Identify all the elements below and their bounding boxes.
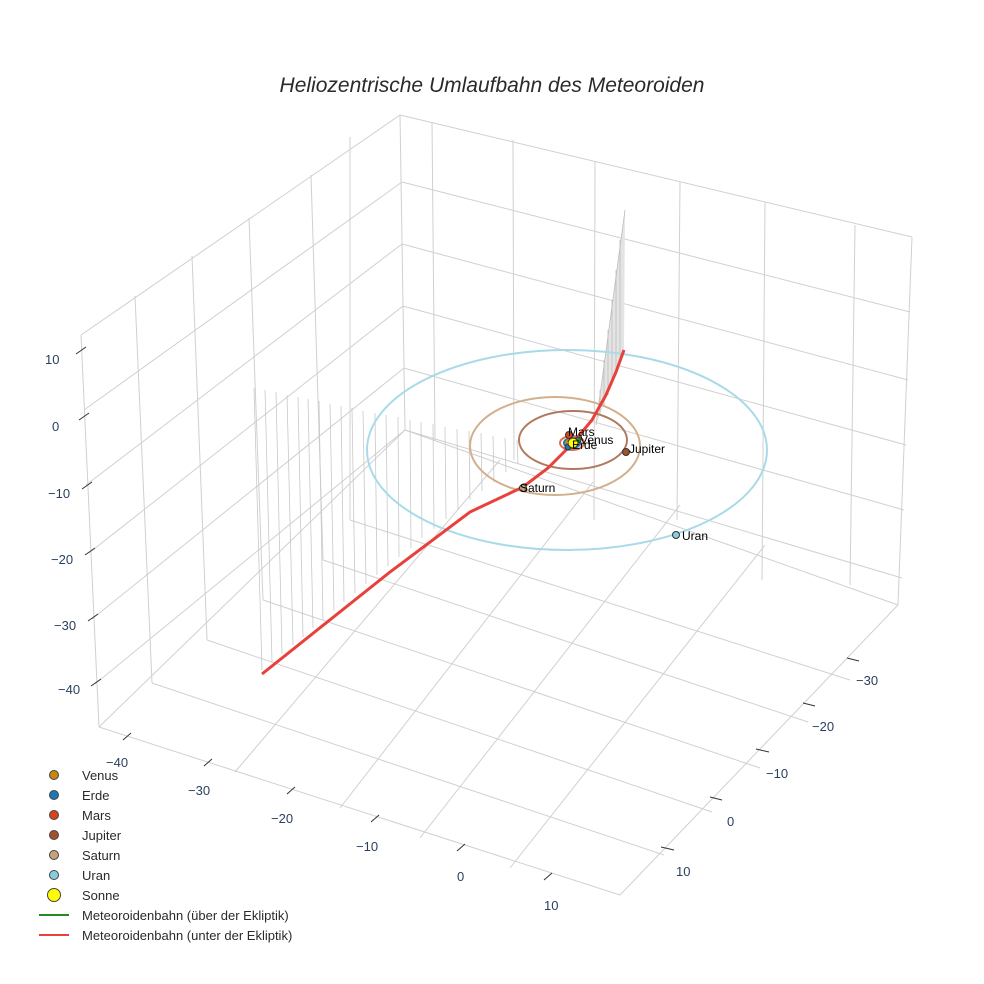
svg-text:0: 0 bbox=[52, 419, 59, 434]
uran-marker-icon bbox=[49, 870, 59, 880]
svg-text:0: 0 bbox=[457, 869, 464, 884]
marker-mars bbox=[565, 431, 573, 439]
red-line-icon bbox=[39, 934, 69, 936]
z-axis-labels: 10 0 −10 −20 −30 −40 bbox=[45, 352, 80, 697]
legend-item-mars[interactable]: Mars bbox=[36, 805, 292, 825]
svg-text:−10: −10 bbox=[48, 486, 70, 501]
venus-marker-icon bbox=[49, 770, 59, 780]
orbit-jupiter bbox=[518, 410, 628, 470]
legend-item-venus[interactable]: Venus bbox=[36, 765, 292, 785]
svg-text:Jupiter: Jupiter bbox=[629, 442, 665, 456]
svg-text:−20: −20 bbox=[271, 811, 293, 826]
svg-text:10: 10 bbox=[544, 898, 558, 913]
planet-labels: Uran Saturn Jupiter Mars Venus Erde bbox=[520, 425, 708, 543]
svg-text:−20: −20 bbox=[812, 719, 834, 734]
orbit-saturn bbox=[469, 396, 641, 496]
legend-item-saturn[interactable]: Saturn bbox=[36, 845, 292, 865]
marker-uran bbox=[672, 531, 680, 539]
saturn-marker-icon bbox=[49, 850, 59, 860]
svg-text:−10: −10 bbox=[766, 766, 788, 781]
svg-text:−10: −10 bbox=[356, 839, 378, 854]
svg-text:10: 10 bbox=[676, 864, 690, 879]
upper-drop-lines bbox=[595, 209, 626, 426]
x-axis-labels: −40 −30 −20 −10 0 10 bbox=[106, 755, 558, 913]
orbit-uran bbox=[366, 349, 768, 551]
legend-item-path-below[interactable]: Meteoroidenbahn (unter der Ekliptik) bbox=[36, 925, 292, 945]
legend-item-uran[interactable]: Uran bbox=[36, 865, 292, 885]
z-axis bbox=[75, 346, 102, 687]
svg-text:Erde: Erde bbox=[572, 438, 598, 452]
green-line-icon bbox=[39, 914, 69, 916]
svg-text:Saturn: Saturn bbox=[520, 481, 555, 495]
marker-jupiter bbox=[622, 448, 630, 456]
svg-text:Uran: Uran bbox=[682, 529, 708, 543]
svg-text:Mars: Mars bbox=[568, 425, 595, 439]
legend-item-path-above[interactable]: Meteoroidenbahn (über der Ekliptik) bbox=[36, 905, 292, 925]
svg-text:−30: −30 bbox=[856, 673, 878, 688]
jupiter-marker-icon bbox=[49, 830, 59, 840]
marker-saturn bbox=[519, 484, 527, 492]
chart-title: Heliozentrische Umlaufbahn des Meteoroid… bbox=[279, 74, 705, 97]
meteoroid-path-below bbox=[261, 349, 626, 676]
sonne-marker-icon bbox=[47, 888, 61, 902]
marker-sonne bbox=[567, 437, 579, 449]
orbits bbox=[366, 349, 768, 551]
legend-item-jupiter[interactable]: Jupiter bbox=[36, 825, 292, 845]
svg-text:−30: −30 bbox=[188, 783, 210, 798]
legend-item-sonne[interactable]: Sonne bbox=[36, 885, 292, 905]
svg-text:−20: −20 bbox=[51, 552, 73, 567]
legend-item-erde[interactable]: Erde bbox=[36, 785, 292, 805]
x-axis bbox=[122, 732, 553, 881]
y-axis bbox=[660, 657, 860, 851]
erde-marker-icon bbox=[49, 790, 59, 800]
svg-text:0: 0 bbox=[727, 814, 734, 829]
legend: Venus Erde Mars Jupiter Saturn Uran Sonn… bbox=[36, 765, 292, 945]
mars-marker-icon bbox=[49, 810, 59, 820]
svg-text:−40: −40 bbox=[58, 682, 80, 697]
planet-markers bbox=[519, 431, 680, 539]
svg-text:10: 10 bbox=[45, 352, 59, 367]
drop-lines bbox=[253, 387, 519, 671]
svg-text:−30: −30 bbox=[54, 618, 76, 633]
svg-text:Venus: Venus bbox=[580, 433, 613, 447]
y-axis-labels: −30 −20 −10 0 10 bbox=[676, 673, 878, 879]
svg-text:−40: −40 bbox=[106, 755, 128, 770]
